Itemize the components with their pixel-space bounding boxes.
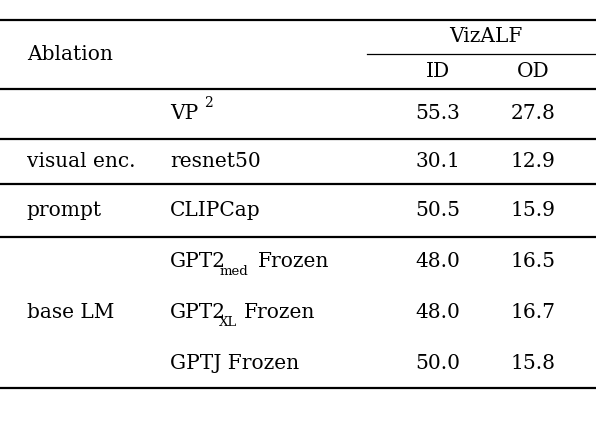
Text: visual enc.: visual enc. bbox=[27, 152, 135, 171]
Text: ID: ID bbox=[426, 62, 450, 81]
Text: base LM: base LM bbox=[27, 303, 114, 322]
Text: CLIPCap: CLIPCap bbox=[170, 201, 260, 220]
Text: prompt: prompt bbox=[27, 201, 102, 220]
Text: 15.8: 15.8 bbox=[511, 354, 556, 373]
Text: 2: 2 bbox=[204, 96, 213, 110]
Text: Frozen: Frozen bbox=[258, 252, 330, 271]
Text: med: med bbox=[219, 265, 248, 278]
Text: OD: OD bbox=[517, 62, 550, 81]
Text: 15.9: 15.9 bbox=[511, 201, 556, 220]
Text: 50.0: 50.0 bbox=[415, 354, 461, 373]
Text: GPT2: GPT2 bbox=[170, 252, 226, 271]
Text: 16.7: 16.7 bbox=[511, 303, 556, 322]
Text: GPT2: GPT2 bbox=[170, 303, 226, 322]
Text: 48.0: 48.0 bbox=[415, 252, 461, 271]
Text: 12.9: 12.9 bbox=[511, 152, 556, 171]
Text: 16.5: 16.5 bbox=[511, 252, 556, 271]
Text: 55.3: 55.3 bbox=[415, 105, 461, 123]
Text: resnet50: resnet50 bbox=[170, 152, 260, 171]
Text: Ablation: Ablation bbox=[27, 45, 113, 64]
Text: Frozen: Frozen bbox=[244, 303, 316, 322]
Text: VP: VP bbox=[170, 105, 198, 123]
Text: 27.8: 27.8 bbox=[511, 105, 556, 123]
Text: 50.5: 50.5 bbox=[415, 201, 461, 220]
Text: 48.0: 48.0 bbox=[415, 303, 461, 322]
Text: VizALF: VizALF bbox=[449, 27, 523, 46]
Text: XL: XL bbox=[219, 316, 238, 329]
Text: GPTJ Frozen: GPTJ Frozen bbox=[170, 354, 299, 373]
Text: 30.1: 30.1 bbox=[415, 152, 461, 171]
